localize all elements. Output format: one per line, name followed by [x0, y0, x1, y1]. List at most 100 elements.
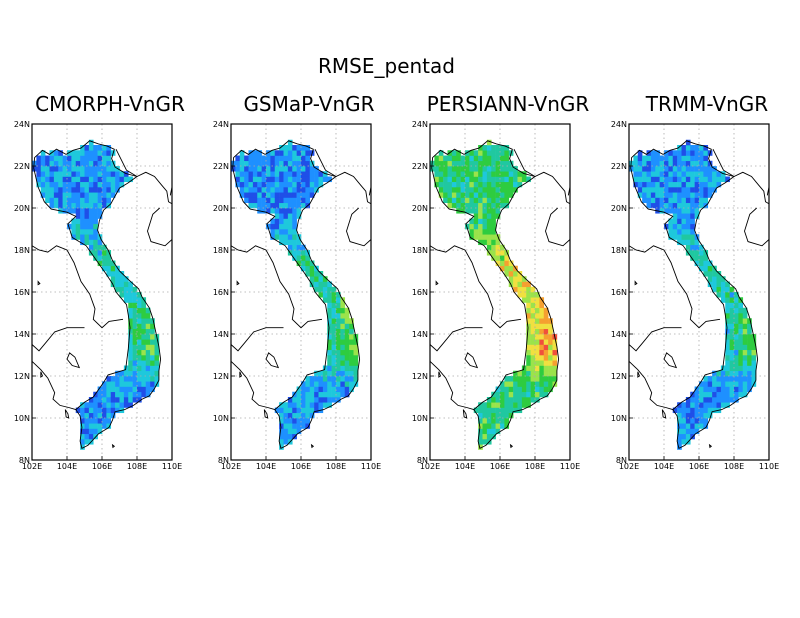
- rmse-cell: [283, 155, 289, 162]
- rmse-cell: [318, 391, 324, 398]
- rmse-cell: [115, 391, 120, 398]
- rmse-cell: [248, 181, 254, 188]
- rmse-cell: [694, 244, 700, 251]
- rmse-cell: [725, 318, 730, 324]
- rmse-cell: [283, 166, 289, 172]
- rmse-cell: [88, 234, 94, 240]
- rmse-cell: [694, 418, 700, 424]
- rmse-cell: [729, 386, 735, 393]
- rmse-cell: [45, 155, 50, 162]
- coastline: [115, 148, 173, 205]
- rmse-cell: [102, 155, 107, 162]
- rmse-cell: [482, 171, 488, 177]
- rmse-cell: [137, 370, 142, 377]
- rmse-cell: [132, 339, 138, 345]
- rmse-cell: [738, 349, 744, 356]
- rmse-cell: [703, 376, 709, 382]
- axes: 102E 104E 106E 108E 110E8N10N12N14N16N18N20N…: [412, 120, 580, 471]
- rmse-cell: [119, 386, 125, 393]
- rmse-cell: [119, 381, 125, 387]
- rmse-cell: [274, 208, 280, 214]
- rmse-cell: [677, 428, 682, 435]
- rmse-cell: [102, 265, 107, 272]
- rmse-cell: [75, 160, 81, 167]
- rmse-cell: [84, 218, 90, 225]
- rmse-cell: [97, 407, 103, 414]
- rmse-cell: [495, 386, 501, 393]
- map-plot: 102E 104E 106E 108E 110E8N10N12N14N16N18N20N…: [14, 120, 182, 471]
- rmse-cell: [521, 370, 527, 377]
- rmse-cell: [535, 397, 540, 403]
- rmse-cell: [486, 239, 492, 246]
- rmse-cell: [67, 160, 72, 167]
- rmse-cell: [279, 213, 284, 219]
- rmse-cell: [270, 181, 276, 188]
- rmse-cell: [67, 202, 72, 209]
- rmse-cell: [102, 244, 107, 251]
- rmse-cell: [340, 328, 346, 335]
- rmse-cell: [672, 171, 678, 177]
- rmse-cell: [58, 197, 63, 204]
- rmse-cell: [141, 339, 147, 345]
- rmse-cell: [58, 176, 63, 183]
- rmse-cell: [141, 318, 147, 324]
- rmse-cell: [53, 150, 59, 156]
- rmse-cell: [703, 381, 709, 387]
- rmse-cell: [690, 250, 695, 256]
- rmse-cell: [327, 297, 332, 303]
- rmse-cell: [677, 239, 682, 246]
- rmse-cell: [690, 192, 695, 198]
- rmse-cell: [668, 160, 674, 167]
- rmse-cell: [349, 365, 354, 372]
- rmse-cell: [353, 339, 359, 345]
- rmse-cell: [322, 370, 328, 377]
- rmse-cell: [45, 187, 50, 193]
- rmse-cell: [530, 386, 536, 393]
- rmse-cell: [668, 155, 674, 162]
- rmse-cell: [132, 397, 138, 403]
- rmse-cell: [633, 171, 639, 177]
- rmse-cell: [45, 181, 50, 188]
- rmse-cell: [650, 160, 656, 167]
- rmse-cell: [80, 428, 85, 435]
- rmse-cell: [677, 145, 682, 151]
- rmse-cell: [266, 166, 271, 172]
- rmse-cell: [58, 150, 63, 156]
- rmse-cell: [344, 386, 350, 393]
- rmse-cell: [690, 150, 695, 156]
- rmse-cell: [266, 187, 271, 193]
- rmse-cell: [535, 344, 540, 351]
- rmse-cell: [677, 223, 682, 230]
- rmse-cell: [535, 297, 540, 303]
- rmse-cell: [438, 171, 444, 177]
- rmse-cell: [336, 318, 341, 324]
- rmse-cell: [349, 355, 354, 361]
- rmse-cell: [482, 150, 488, 156]
- rmse-cell: [451, 202, 457, 209]
- rmse-cell: [71, 223, 77, 230]
- rmse-cell: [747, 344, 752, 351]
- rmse-cell: [252, 155, 258, 162]
- rmse-cell: [473, 166, 479, 172]
- rmse-cell: [664, 202, 669, 209]
- rmse-cell: [270, 155, 276, 162]
- rmse-cell: [482, 208, 488, 214]
- rmse-cell: [451, 192, 457, 198]
- rmse-cell: [322, 381, 328, 387]
- rmse-cell: [495, 208, 501, 214]
- rmse-cell: [742, 376, 748, 382]
- rmse-cell: [349, 328, 354, 335]
- rmse-cell: [500, 386, 505, 393]
- rmse-cell: [80, 433, 85, 440]
- lat-tick-label: 8N: [616, 456, 627, 465]
- rmse-cell: [469, 218, 475, 225]
- rmse-cell: [517, 286, 523, 293]
- rmse-cell: [102, 197, 107, 204]
- rmse-cell: [734, 370, 739, 377]
- rmse-cell: [655, 187, 660, 193]
- rmse-cell: [84, 402, 90, 408]
- rmse-cell: [447, 197, 453, 204]
- rmse-cell: [244, 160, 249, 167]
- rmse-cell: [141, 381, 147, 387]
- rmse-cell: [504, 412, 510, 419]
